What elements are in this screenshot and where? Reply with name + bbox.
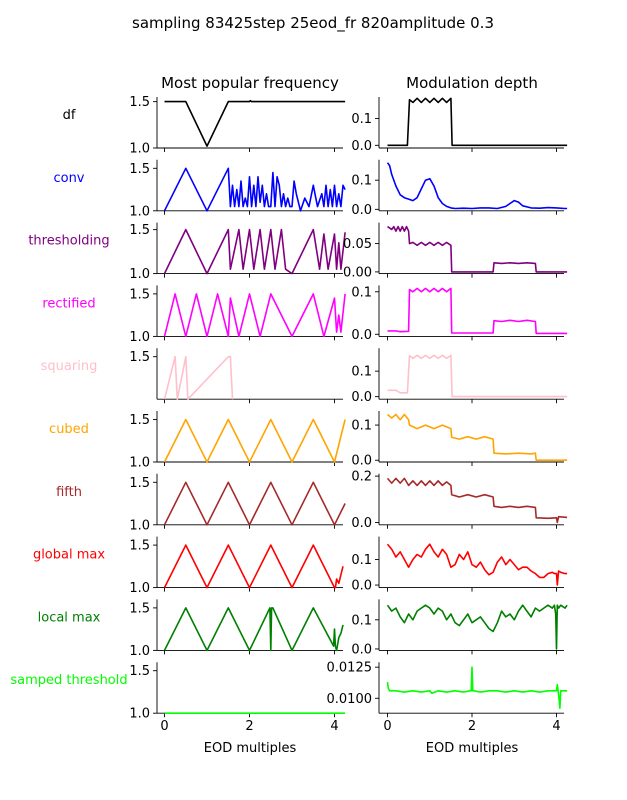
thresholding-frequency-ytick-label: 1.5 <box>129 223 150 238</box>
row-label-squaring: squaring <box>41 359 98 374</box>
fifth-frequency-ytick-label: 1.0 <box>129 518 150 533</box>
conv-frequency-ytick-label: 1.0 <box>129 204 150 219</box>
modulation-xtick-label: 2 <box>468 719 476 734</box>
row-label-samped-threshold: samped threshold <box>10 673 127 688</box>
squaring-frequency-series-line <box>163 355 234 401</box>
rectified-modulation-ytick-label: 0.1 <box>351 285 372 300</box>
modulation-xtick-label: 0 <box>383 719 391 734</box>
local-max-modulation-series-line <box>386 604 568 650</box>
row-label-global-max: global max <box>33 548 105 563</box>
global-max-modulation-ytick-label: 0.0 <box>351 579 372 594</box>
global-max-frequency-ytick-label: 1.5 <box>129 539 150 554</box>
global-max-modulation-ytick-label: 0.1 <box>351 553 372 568</box>
x-axis-label-left: EOD multiples <box>204 741 297 756</box>
thresholding-modulation-ytick-label: 0.00 <box>343 265 372 280</box>
row-label-df: df <box>63 108 76 123</box>
df-frequency-ytick-label: 1.5 <box>129 95 150 110</box>
subplot-grid: df 1.0 1.5 0.0 0.1 conv 1.0 1.5 0.0 0.1 thresholdi… <box>10 95 568 734</box>
local-max-frequency-ytick-label: 1.0 <box>129 644 150 659</box>
rectified-frequency-ytick-label: 1.0 <box>129 330 150 345</box>
conv-modulation-ytick-label: 0.0 <box>351 203 372 218</box>
fifth-modulation-ytick-label: 0.0 <box>351 516 372 531</box>
figure-title: sampling 83425step 25eod_fr 820amplitude… <box>132 14 494 33</box>
global-max-frequency-series-line <box>163 544 344 589</box>
cubed-modulation-series-line <box>386 413 568 462</box>
frequency-xtick-label: 4 <box>330 719 338 734</box>
squaring-modulation-ytick-label: 0.0 <box>351 390 372 405</box>
modulation-xtick-label: 4 <box>552 719 560 734</box>
x-axis-label-right: EOD multiples <box>426 741 519 756</box>
cubed-frequency-ytick-label: 1.5 <box>129 413 150 428</box>
row-label-conv: conv <box>53 171 84 186</box>
rectified-modulation-ytick-label: 0.0 <box>351 328 372 343</box>
global-max-frequency-ytick-label: 1.0 <box>129 581 150 596</box>
rectified-frequency-ytick-label: 1.5 <box>129 287 150 302</box>
column-title-modulation-depth: Modulation depth <box>406 74 538 92</box>
cubed-frequency-series-line <box>163 418 346 463</box>
row-label-local-max: local max <box>38 610 101 625</box>
thresholding-modulation-series-line <box>387 225 568 273</box>
samped-threshold-modulation-series-line <box>386 666 568 710</box>
samped-threshold-modulation-ytick-label: 0.0100 <box>327 692 373 707</box>
fifth-modulation-ytick-label: 0.2 <box>351 470 372 485</box>
thresholding-frequency-series-line <box>163 228 346 275</box>
local-max-modulation-ytick-label: 0.1 <box>351 613 372 628</box>
conv-frequency-series-line <box>163 167 346 212</box>
squaring-modulation-ytick-label: 0.1 <box>351 365 372 380</box>
cubed-frequency-ytick-label: 1.0 <box>129 456 150 471</box>
samped-threshold-frequency-ytick-label: 1.0 <box>129 707 150 722</box>
fifth-frequency-ytick-label: 1.5 <box>129 476 150 491</box>
column-title-most-popular-frequency: Most popular frequency <box>161 74 339 92</box>
cubed-modulation-ytick-label: 0.0 <box>351 454 372 469</box>
df-modulation-ytick-label: 0.1 <box>351 112 372 127</box>
cubed-modulation-ytick-label: 0.1 <box>351 419 372 434</box>
row-label-cubed: cubed <box>49 422 89 437</box>
conv-modulation-ytick-label: 0.1 <box>351 174 372 189</box>
frequency-xtick-label: 2 <box>245 719 253 734</box>
rectified-modulation-series-line <box>387 287 568 335</box>
df-frequency-series-line <box>164 99 346 147</box>
fifth-modulation-series-line <box>386 477 568 524</box>
conv-frequency-ytick-label: 1.5 <box>129 162 150 177</box>
frequency-xtick-label: 0 <box>160 719 168 734</box>
thresholding-frequency-ytick-label: 1.0 <box>129 267 150 282</box>
row-label-thresholding: thresholding <box>28 234 109 249</box>
thresholding-modulation-ytick-label: 0.05 <box>343 237 372 252</box>
row-label-fifth: fifth <box>56 485 82 500</box>
squaring-frequency-ytick-label: 1.5 <box>129 350 150 365</box>
global-max-modulation-series-line <box>386 543 568 586</box>
df-frequency-ytick-label: 1.0 <box>129 142 150 157</box>
local-max-modulation-ytick-label: 0.0 <box>351 642 372 657</box>
local-max-frequency-ytick-label: 1.5 <box>129 601 150 616</box>
fifth-frequency-series-line <box>163 481 346 526</box>
samped-threshold-modulation-ytick-label: 0.0125 <box>327 661 373 676</box>
rectified-frequency-series-line <box>163 293 346 338</box>
samped-threshold-frequency-ytick-label: 1.5 <box>129 664 150 679</box>
row-label-rectified: rectified <box>42 296 95 311</box>
local-max-frequency-series-line <box>163 607 344 652</box>
df-modulation-series-line <box>387 97 568 147</box>
squaring-modulation-series-line <box>387 354 568 398</box>
conv-modulation-series-line <box>386 162 568 210</box>
df-modulation-ytick-label: 0.0 <box>351 139 372 154</box>
